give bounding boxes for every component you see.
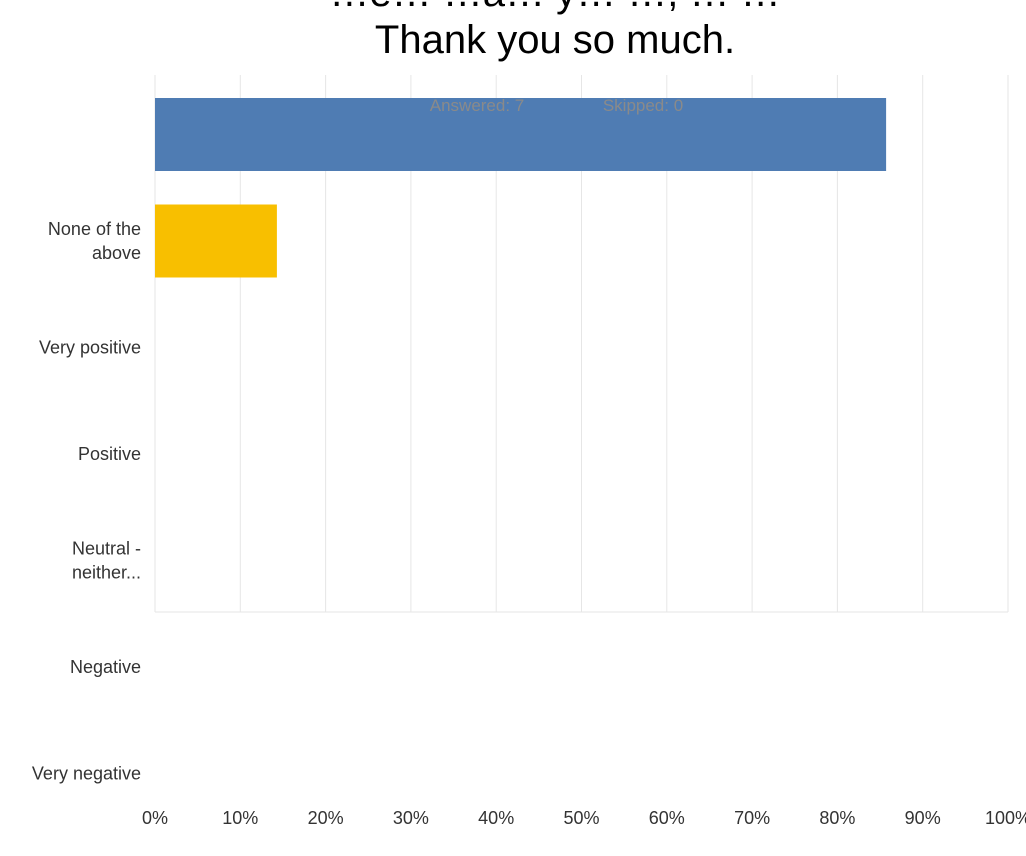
x-tick-label: 20% [308,808,344,828]
bars [155,98,887,278]
category-labels: None of the above Very positive Positive Neu… [32,219,141,784]
bar [155,204,277,278]
bar [155,98,887,171]
category-label: Very positive [39,338,141,358]
x-tick-label: 40% [478,808,514,828]
category-label: Positive [78,444,141,464]
category-label: Neutral - [72,539,141,559]
category-label: Negative [70,657,141,677]
answered-count: Answered: 7 [430,96,525,115]
x-tick-label: 50% [563,808,599,828]
x-tick-label: 0% [142,808,168,828]
chart-title-line: Thank you so much. [375,18,735,62]
chart-title-partial-line: …e… …a… y… …, … … [329,0,780,15]
response-summary: Answered: 7 Skipped: 0 [430,96,683,115]
category-label: neither... [72,563,141,583]
category-label: None of the [48,219,141,239]
x-tick-label: 90% [905,808,941,828]
x-tick-label: 60% [649,808,685,828]
x-tick-label: 30% [393,808,429,828]
chart-title: …e… …a… y… …, … … Thank you so much. [329,0,780,62]
x-tick-label: 80% [819,808,855,828]
x-tick-label: 10% [222,808,258,828]
skipped-count: Skipped: 0 [603,96,683,115]
x-tick-label: 100% [985,808,1026,828]
category-label: above [92,243,141,263]
x-tick-label: 70% [734,808,770,828]
x-axis-ticks: 0% 10% 20% 30% 40% 50% 60% 70% 80% 90% 100% [142,808,1026,828]
category-label: Very negative [32,764,141,784]
